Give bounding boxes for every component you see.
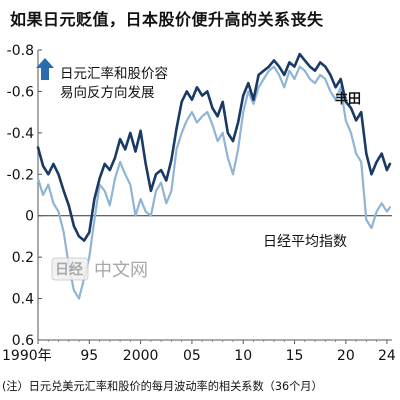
y-tick-label: -0.8 bbox=[7, 43, 34, 59]
y-tick-label: 0.6 bbox=[12, 333, 34, 349]
x-tick-label: 24 bbox=[378, 348, 396, 364]
y-tick-label: -0.2 bbox=[7, 167, 34, 183]
x-tick-label: 2000 bbox=[123, 348, 159, 364]
y-tick-label: 0.2 bbox=[12, 250, 34, 266]
series-layer bbox=[36, 52, 392, 300]
nikkei-line bbox=[36, 65, 391, 300]
y-tick-label: 0.4 bbox=[12, 292, 34, 308]
x-tick-label: 10 bbox=[234, 348, 252, 364]
arrow-annotation-line1: 日元汇率和股价容 bbox=[60, 65, 168, 82]
y-tick-label: -0.6 bbox=[7, 84, 34, 100]
x-tick-label: 1990年 bbox=[2, 348, 52, 364]
y-tick-label: 0 bbox=[25, 209, 34, 225]
x-tick-label: 20 bbox=[337, 348, 355, 364]
watermark: 日经 中文网 bbox=[51, 257, 148, 281]
toyota-line bbox=[36, 52, 392, 242]
x-tick-label: 05 bbox=[183, 348, 201, 364]
watermark-text: 中文网 bbox=[94, 260, 148, 281]
footnote: (注）日元兑美元汇率和股价的每月波动率的相关系数（36个月） bbox=[2, 380, 323, 393]
nikkei-label: 日经平均指数 bbox=[263, 234, 347, 250]
watermark-logo-icon bbox=[51, 257, 89, 281]
x-tick-label: 95 bbox=[80, 348, 98, 364]
toyota-label: 丰田 bbox=[335, 91, 361, 107]
arrow-annotation-line2: 易向反方向发展 bbox=[60, 85, 155, 101]
y-tick-label: -0.4 bbox=[7, 126, 34, 142]
x-tick-label: 15 bbox=[286, 348, 304, 364]
up-arrow-icon bbox=[36, 58, 54, 80]
chart-title: 如果日元贬值，日本股价便升高的关系丧失 bbox=[10, 10, 324, 29]
watermark-logo-text: 日经 bbox=[55, 261, 83, 278]
